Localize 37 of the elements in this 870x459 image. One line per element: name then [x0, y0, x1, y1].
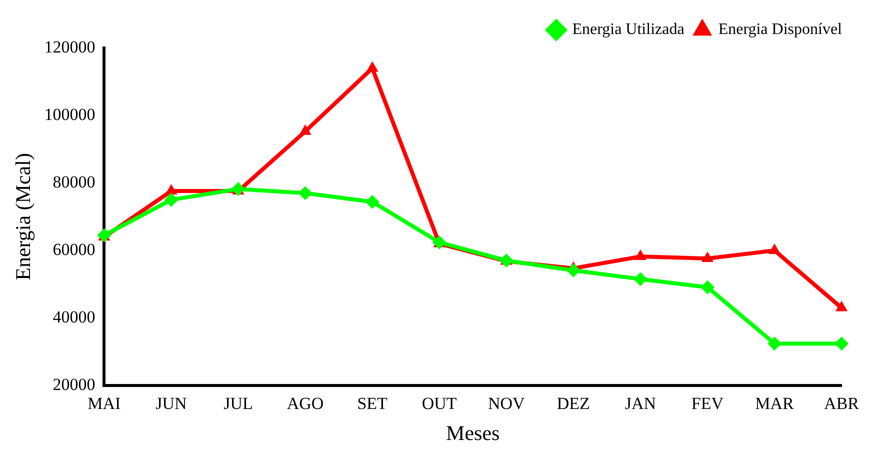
point — [768, 243, 781, 254]
x-tick-label: ABR — [824, 394, 860, 414]
y-tick-label: 80000 — [52, 172, 96, 192]
point — [700, 280, 714, 294]
point — [299, 124, 312, 135]
x-tick-label: NOV — [488, 394, 526, 414]
x-tick-label: FEV — [691, 394, 724, 414]
point — [298, 186, 312, 200]
x-tick-label: OUT — [422, 394, 458, 414]
point — [633, 272, 648, 286]
x-tick-label: MAI — [88, 394, 122, 414]
x-tick-label: JAN — [624, 394, 656, 414]
point — [566, 263, 580, 278]
point — [767, 336, 782, 351]
y-tick-label: 100000 — [44, 104, 96, 124]
y-tick-label: 120000 — [44, 37, 96, 56]
y-tick-label: 20000 — [52, 374, 96, 394]
point — [701, 252, 714, 262]
x-tick-label: SET — [357, 394, 388, 414]
point — [365, 194, 380, 209]
y-tick-label: 40000 — [52, 307, 96, 326]
point — [499, 254, 514, 268]
point — [834, 336, 849, 351]
x-axis-title: Meses — [446, 420, 500, 445]
legend-label: Energia Disponível — [718, 21, 843, 38]
x-tick-label: MAR — [755, 394, 795, 414]
x-tick-label: AGO — [286, 394, 324, 414]
legend-label: Energia Utilizada — [572, 21, 684, 38]
point — [165, 184, 178, 195]
x-tick-label: JUN — [156, 394, 187, 414]
point — [634, 250, 646, 260]
point — [366, 61, 378, 72]
y-tick-label: 60000 — [52, 240, 96, 259]
x-tick-label: JUL — [224, 394, 253, 414]
y-axis-title: Energia (Mcal) — [11, 153, 36, 280]
point — [164, 192, 178, 207]
x-tick-label: DEZ — [556, 394, 590, 414]
